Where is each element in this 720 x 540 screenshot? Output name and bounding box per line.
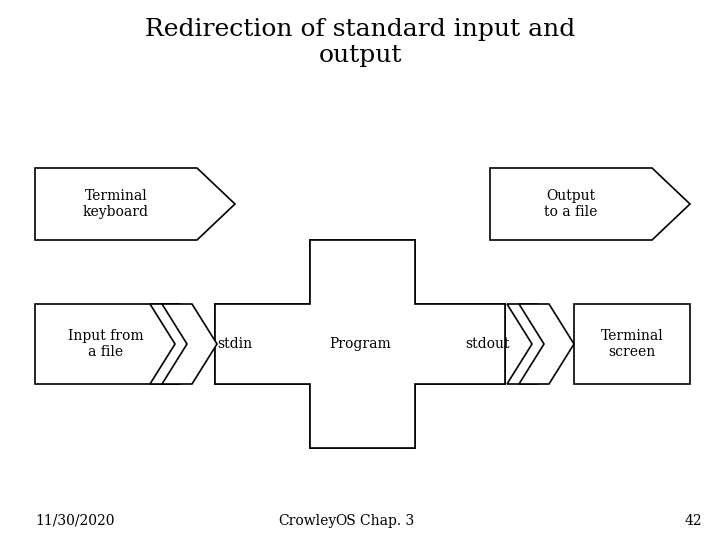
Polygon shape bbox=[150, 304, 205, 384]
Bar bbox=[310, 240, 415, 448]
Text: stdout: stdout bbox=[464, 337, 509, 351]
Text: Crowley: Crowley bbox=[278, 514, 336, 528]
Text: Terminal
keyboard: Terminal keyboard bbox=[83, 189, 149, 219]
Text: Terminal
screen: Terminal screen bbox=[600, 329, 663, 359]
Polygon shape bbox=[490, 168, 690, 240]
Text: Input from
a file: Input from a file bbox=[68, 329, 144, 359]
Text: Redirection of standard input and
output: Redirection of standard input and output bbox=[145, 18, 575, 67]
Polygon shape bbox=[507, 304, 562, 384]
Polygon shape bbox=[35, 304, 215, 384]
Text: 11/30/2020: 11/30/2020 bbox=[35, 514, 114, 528]
Text: Program: Program bbox=[329, 337, 391, 351]
Text: OS: OS bbox=[335, 514, 356, 528]
Text: stdin: stdin bbox=[217, 337, 253, 351]
Polygon shape bbox=[162, 304, 217, 384]
Polygon shape bbox=[519, 304, 574, 384]
Text: Output
to a file: Output to a file bbox=[544, 189, 598, 219]
Polygon shape bbox=[35, 168, 235, 240]
Polygon shape bbox=[215, 240, 505, 448]
Text: Chap. 3: Chap. 3 bbox=[360, 514, 414, 528]
Bar bbox=[215, 304, 505, 384]
Bar bbox=[574, 304, 690, 384]
Text: 42: 42 bbox=[685, 514, 703, 528]
